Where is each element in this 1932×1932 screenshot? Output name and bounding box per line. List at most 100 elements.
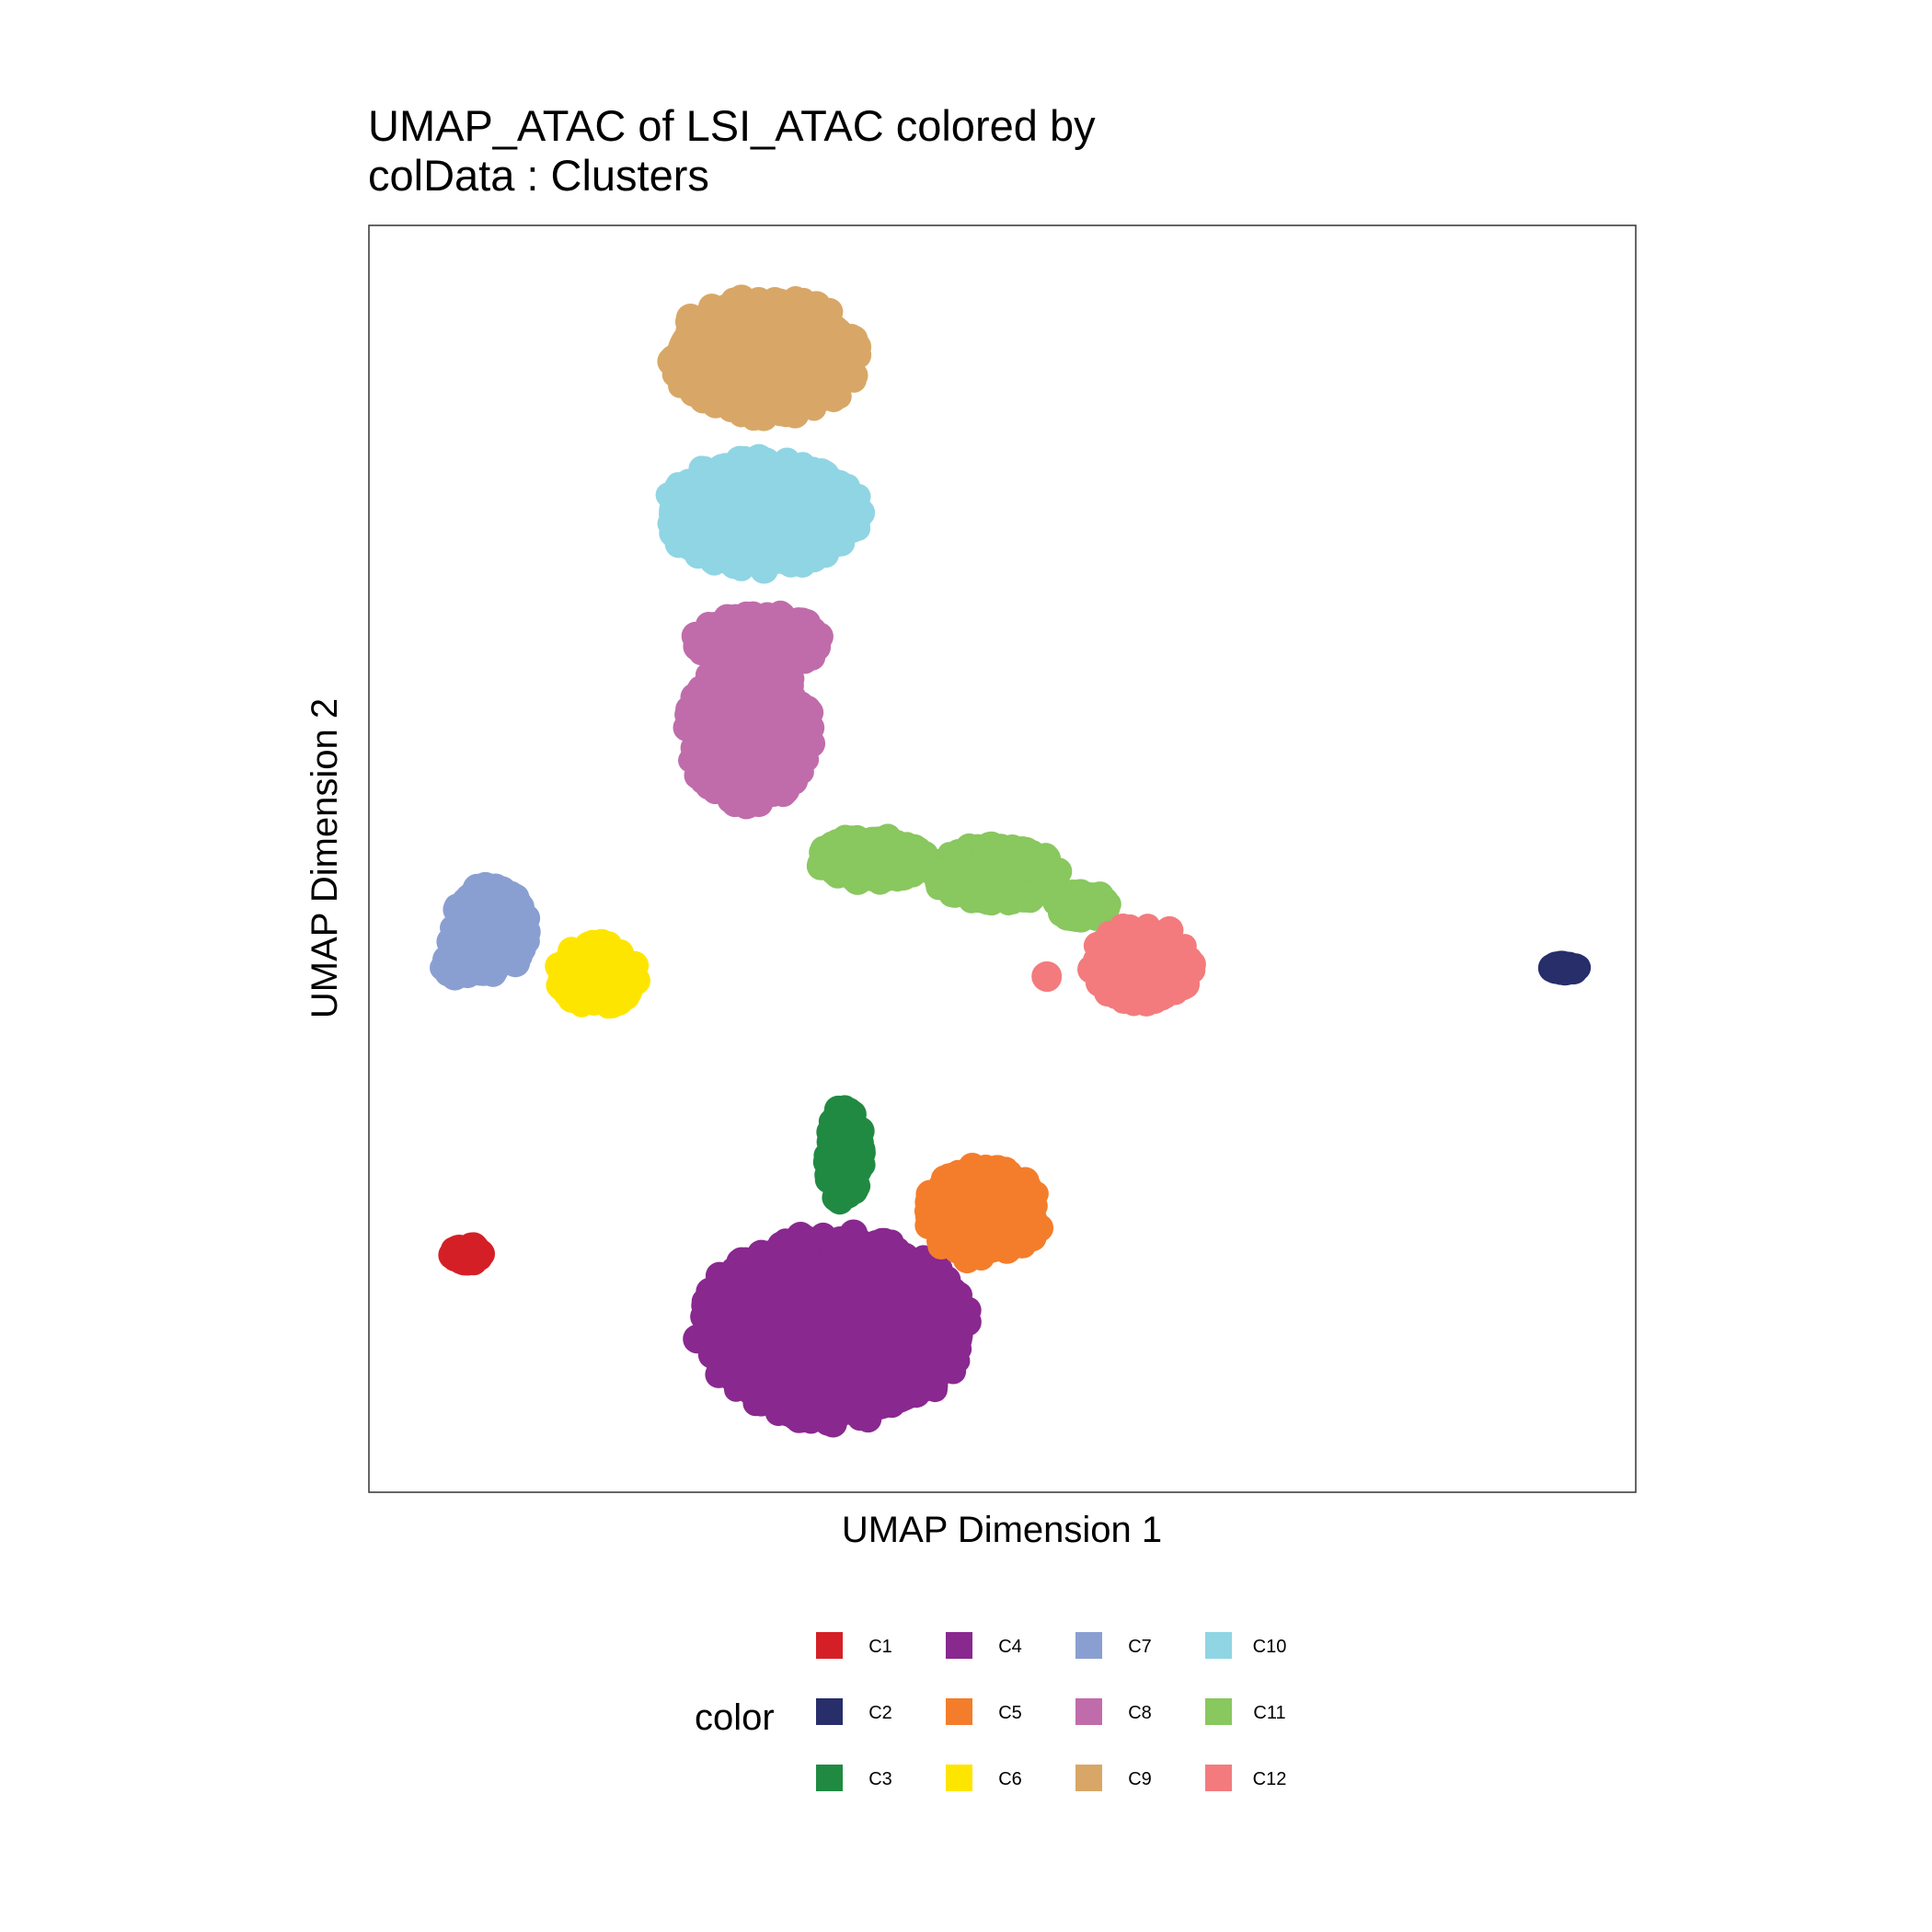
legend-label-c11: C11 [1253, 1703, 1285, 1723]
legend-swatch-c7 [1075, 1632, 1102, 1659]
cell-point [683, 728, 710, 755]
cluster-c8-points [673, 600, 834, 820]
cell-point [775, 1397, 803, 1426]
cell-point [789, 453, 818, 481]
cell-point [897, 846, 926, 875]
cell-point [736, 655, 761, 681]
cell-point [1060, 880, 1088, 909]
cell-point [822, 1281, 852, 1310]
cell-point [1008, 836, 1034, 862]
cell-point [947, 1234, 972, 1259]
legend-swatch-c9 [1075, 1765, 1102, 1791]
cell-point [443, 893, 470, 919]
cell-point [818, 1119, 845, 1146]
legend-label-c2: C2 [868, 1703, 892, 1723]
cluster-c10-points [655, 443, 876, 584]
cell-point [867, 1383, 894, 1410]
legend-swatch-c12 [1205, 1765, 1232, 1791]
cell-point [495, 890, 523, 918]
cell-point [782, 1279, 808, 1305]
cell-point [722, 1331, 752, 1362]
legend-label-c4: C4 [998, 1637, 1022, 1657]
cell-point [1006, 1179, 1032, 1205]
cell-point [909, 1267, 936, 1294]
cell-point [895, 1380, 923, 1408]
cell-point [970, 1236, 1000, 1266]
cell-point [835, 1098, 863, 1124]
cell-point [996, 1160, 1022, 1186]
cluster-c5-points [914, 1152, 1054, 1274]
legend-label-c6: C6 [998, 1769, 1022, 1789]
legend-label-c5: C5 [998, 1703, 1022, 1723]
cell-point [969, 1166, 995, 1191]
cell-point [721, 789, 749, 818]
cell-point [466, 1240, 493, 1268]
cell-point [1564, 954, 1592, 982]
cell-point [457, 949, 487, 979]
cluster-c11-points [806, 823, 1121, 933]
cell-point [1109, 917, 1137, 946]
cell-point [563, 980, 593, 1009]
cell-point [724, 387, 753, 416]
cell-point [1134, 914, 1161, 939]
cell-point [848, 1151, 876, 1179]
cell-point [877, 1272, 907, 1303]
cell-point [912, 1349, 938, 1376]
legend-title: color [695, 1697, 775, 1738]
cell-point [690, 700, 717, 727]
cell-point [927, 858, 956, 888]
scatter-points [430, 284, 1592, 1438]
cell-point [440, 1236, 466, 1263]
cell-point [701, 389, 730, 419]
cell-point [801, 378, 827, 404]
cell-point [781, 287, 806, 312]
cluster-c4-points [683, 1219, 982, 1438]
cell-point [849, 1236, 878, 1265]
cell-point [821, 356, 846, 382]
cell-point [751, 1366, 776, 1392]
cell-point [1170, 940, 1195, 965]
cluster-c7-points [430, 871, 541, 991]
cell-point [815, 297, 844, 326]
cell-point [958, 886, 985, 914]
cell-point [755, 396, 780, 420]
cell-point [790, 638, 815, 664]
cell-point [927, 1300, 955, 1327]
cell-point [698, 1333, 724, 1359]
cluster-c1-points [438, 1232, 496, 1276]
cell-point [470, 871, 500, 902]
cell-point [1545, 951, 1571, 978]
x-axis-title: UMAP Dimension 1 [842, 1510, 1162, 1550]
cell-point [798, 1409, 824, 1434]
chart-title-line-1: UMAP_ATAC of LSI_ATAC colored by [368, 101, 1096, 150]
cell-point [682, 521, 711, 550]
cell-point [661, 520, 691, 550]
cell-point [764, 457, 792, 487]
cell-point [684, 371, 714, 401]
legend-label-c12: C12 [1253, 1769, 1287, 1789]
cell-point [702, 467, 729, 495]
cell-point [725, 1262, 751, 1288]
legend-swatch-c3 [816, 1765, 843, 1791]
cell-point [750, 553, 777, 580]
cell-point [1077, 903, 1103, 929]
cell-point [854, 827, 881, 855]
cell-point [1032, 854, 1062, 883]
cell-point [755, 654, 785, 684]
cell-point [1110, 980, 1137, 1007]
chart-title-line-2: colData : Clusters [368, 151, 709, 200]
legend-swatch-c4 [946, 1632, 972, 1659]
legend-swatch-c11 [1205, 1698, 1232, 1725]
cell-point [934, 1173, 960, 1201]
cell-point [608, 973, 637, 1002]
cell-point [663, 492, 692, 521]
cell-point [827, 478, 854, 505]
cell-point [792, 1235, 821, 1263]
cell-point [720, 548, 745, 574]
y-axis-title: UMAP Dimension 2 [305, 698, 345, 1018]
cell-point [746, 779, 772, 805]
cell-point [716, 1354, 744, 1383]
cell-point [763, 295, 788, 321]
cell-point [501, 945, 527, 972]
legend-label-c9: C9 [1128, 1769, 1152, 1789]
